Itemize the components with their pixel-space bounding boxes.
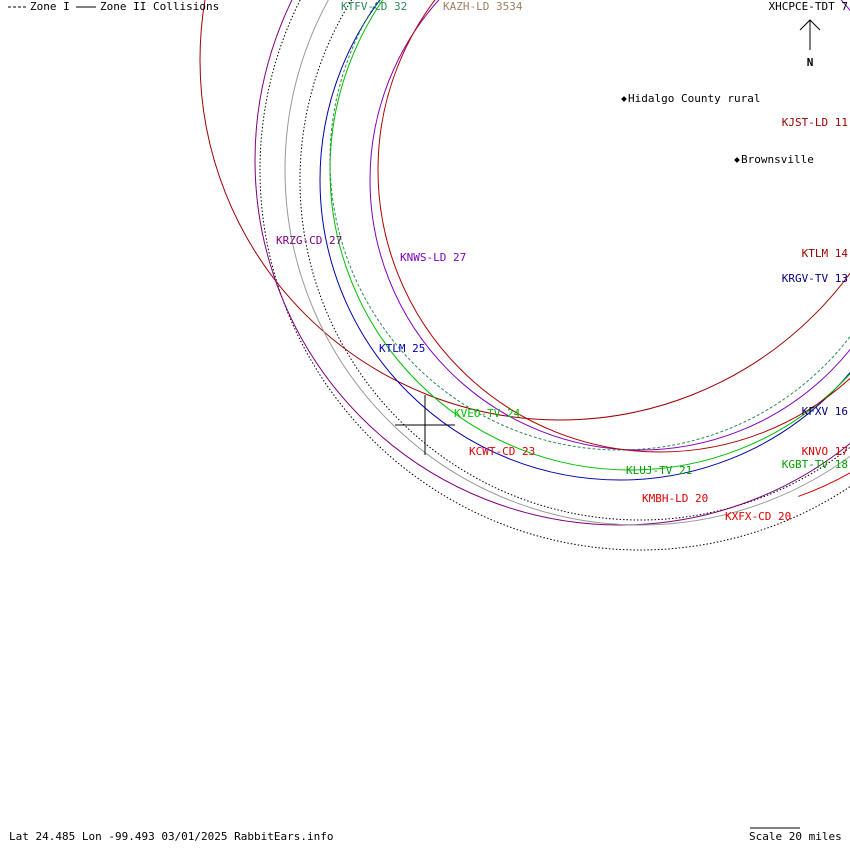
station-label: KTLM 14 bbox=[802, 247, 849, 260]
station-label: KMBH-LD 20 bbox=[642, 492, 708, 505]
contour bbox=[319, 0, 850, 481]
station-label: KNVO 17 bbox=[802, 445, 848, 458]
contours bbox=[199, 0, 850, 551]
place-marker bbox=[734, 157, 740, 163]
compass-label: N bbox=[807, 56, 814, 69]
station-label: XHCPCE-TDT 7 bbox=[769, 0, 848, 13]
place-marker bbox=[621, 96, 627, 102]
contour bbox=[254, 0, 850, 526]
contour bbox=[369, 0, 850, 451]
contour bbox=[299, 0, 850, 521]
station-label: KVEO-TV 24 bbox=[454, 407, 521, 420]
contour bbox=[377, 0, 850, 453]
scale-label: Scale 20 miles bbox=[749, 830, 842, 843]
station-label: KTLM 25 bbox=[379, 342, 425, 355]
contour bbox=[284, 0, 850, 526]
footer: Lat 24.485 Lon -99.493 03/01/2025 Rabbit… bbox=[9, 830, 334, 843]
station-label: KFXV 16 bbox=[802, 405, 848, 418]
station-label: KNWS-LD 27 bbox=[400, 251, 466, 264]
contour bbox=[329, 0, 850, 451]
station-label: KRGV-TV 13 bbox=[782, 272, 848, 285]
station-label: KCWT-CD 23 bbox=[469, 445, 535, 458]
contour bbox=[329, 0, 850, 471]
compass-head bbox=[799, 19, 821, 31]
station-label: KTFV-CD 32 bbox=[341, 0, 407, 13]
station-label: KLUJ-TV 21 bbox=[626, 464, 692, 477]
station-label: KJST-LD 11 bbox=[782, 116, 848, 129]
place-label: Hidalgo County rural bbox=[628, 92, 760, 105]
station-label: KRZG-CD 27 bbox=[276, 234, 342, 247]
station-label: KGBT-TV 18 bbox=[782, 458, 848, 471]
station-label: KXFX-CD 20 bbox=[725, 510, 791, 523]
station-label: KAZH-LD 3534 bbox=[443, 0, 523, 13]
legend-zone2: Zone II Collisions bbox=[100, 0, 219, 13]
contour bbox=[199, 0, 850, 421]
legend-zone1: Zone I bbox=[30, 0, 70, 13]
place-label: Brownsville bbox=[741, 153, 814, 166]
